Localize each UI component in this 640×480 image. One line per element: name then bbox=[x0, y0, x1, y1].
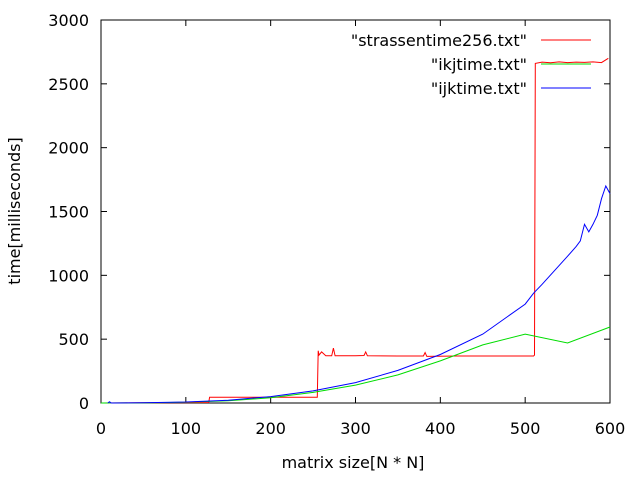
y-tick-label: 1500 bbox=[48, 203, 89, 222]
series-line-0 bbox=[102, 57, 609, 404]
axes: 0 100 200 300 400 500 600 0 500 1000 1500 2000 2500 3… bbox=[48, 11, 625, 438]
x-tick-label: 600 bbox=[595, 419, 626, 438]
series-line-1 bbox=[100, 326, 611, 404]
y-tick-label: 0 bbox=[79, 394, 89, 413]
x-tick-label: 400 bbox=[425, 419, 456, 438]
x-tick-label: 0 bbox=[96, 419, 106, 438]
y-tick-label: 2500 bbox=[48, 75, 89, 94]
x-tick-label: 200 bbox=[255, 419, 286, 438]
legend-label-0: "strassentime256.txt" bbox=[351, 31, 527, 50]
series-line-2 bbox=[107, 184, 611, 404]
x-axis-label: matrix size[N * N] bbox=[282, 453, 425, 472]
plot-frame bbox=[100, 19, 611, 404]
legend-label-1: "ikjtime.txt" bbox=[431, 55, 527, 74]
y-tick-label: 500 bbox=[58, 330, 89, 349]
y-tick-label: 3000 bbox=[48, 11, 89, 30]
legend-label-2: "ijktime.txt" bbox=[431, 79, 527, 98]
y-tick-label: 2000 bbox=[48, 139, 89, 158]
x-tick-label: 100 bbox=[171, 419, 202, 438]
y-axis-label: time[milliseconds] bbox=[5, 137, 24, 284]
y-tick-label: 1000 bbox=[48, 266, 89, 285]
x-tick-label: 500 bbox=[510, 419, 541, 438]
series-lines bbox=[100, 57, 611, 404]
legend: "strassentime256.txt" "ikjtime.txt" "ijkti… bbox=[351, 31, 591, 98]
x-tick-label: 300 bbox=[340, 419, 371, 438]
